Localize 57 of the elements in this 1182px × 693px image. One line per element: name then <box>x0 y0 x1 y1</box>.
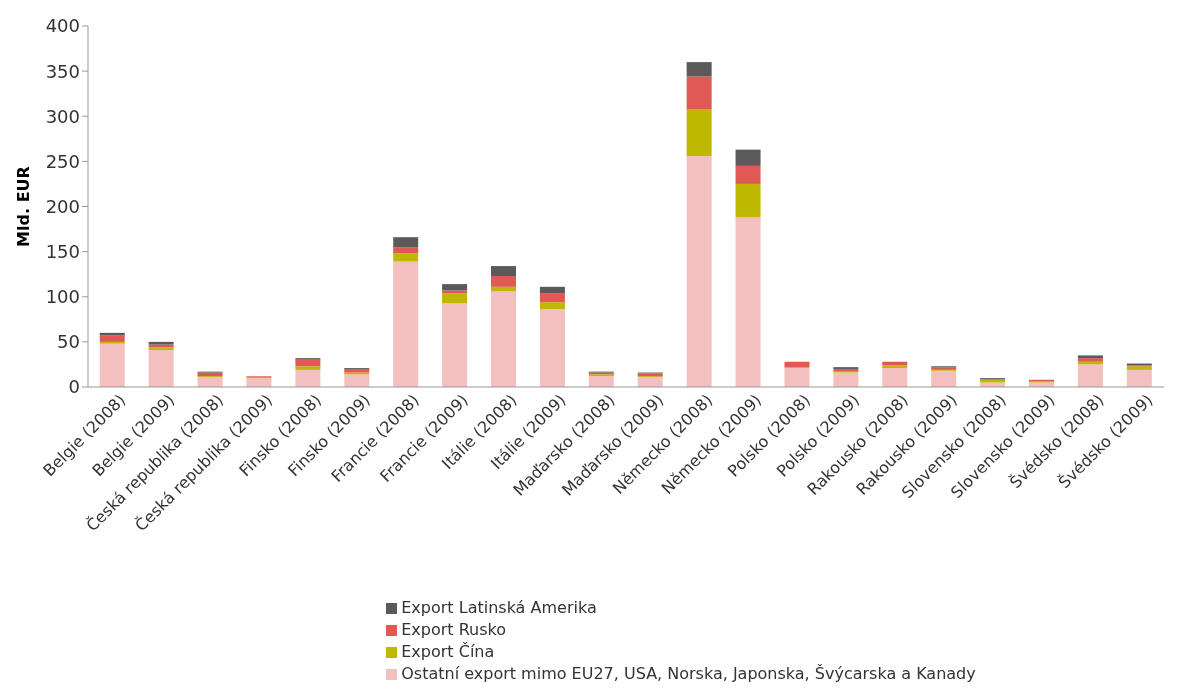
bar <box>784 368 810 387</box>
y-tick-label: 150 <box>45 241 80 263</box>
y-tick-label: 350 <box>45 60 80 82</box>
bar <box>1077 364 1103 387</box>
bar <box>686 76 712 110</box>
bar <box>1126 369 1152 387</box>
bar <box>686 155 712 387</box>
bar <box>735 149 761 166</box>
bar <box>686 62 712 77</box>
bar <box>686 109 712 156</box>
bar <box>295 369 321 387</box>
bar <box>197 377 223 387</box>
bar <box>931 370 957 387</box>
bar <box>882 368 908 387</box>
bar <box>539 293 565 303</box>
legend-label: Export Čína <box>401 642 495 661</box>
bar <box>442 284 468 291</box>
bar <box>99 332 125 336</box>
bar <box>833 372 859 387</box>
bar <box>539 309 565 387</box>
bar <box>393 237 419 248</box>
bar <box>99 335 125 342</box>
bar <box>393 261 419 387</box>
bar <box>295 366 321 370</box>
bar <box>539 302 565 310</box>
bar <box>539 286 565 294</box>
bar <box>344 374 370 387</box>
bar <box>491 291 517 387</box>
y-axis-title: Mld. EUR <box>13 166 33 247</box>
bar <box>491 266 517 276</box>
y-tick-label: 0 <box>68 376 80 398</box>
legend-label: Export Rusko <box>401 620 507 639</box>
y-tick-label: 100 <box>45 286 80 308</box>
y-tick-label: 400 <box>45 15 80 37</box>
bar <box>295 359 321 367</box>
bar <box>735 217 761 387</box>
bar <box>99 343 125 387</box>
bar <box>637 377 663 387</box>
bar <box>393 253 419 262</box>
bar <box>442 290 468 294</box>
bar <box>784 361 810 368</box>
bar <box>735 165 761 184</box>
y-tick-label: 300 <box>45 105 80 127</box>
y-tick-label: 200 <box>45 195 80 217</box>
y-tick-label: 250 <box>45 150 80 172</box>
bar <box>442 293 468 304</box>
legend-label: Export Latinská Amerika <box>401 598 597 617</box>
bar <box>148 350 174 387</box>
bar <box>491 275 517 287</box>
bar <box>588 376 614 387</box>
legend-label: Ostatní export mimo EU27, USA, Norska, Japonska, Švýcarska a Kanady <box>401 664 976 683</box>
bar <box>393 247 419 254</box>
y-tick-label: 50 <box>57 331 80 353</box>
bar <box>882 365 908 369</box>
bar <box>735 183 761 218</box>
bar <box>442 303 468 387</box>
bar <box>344 368 370 373</box>
